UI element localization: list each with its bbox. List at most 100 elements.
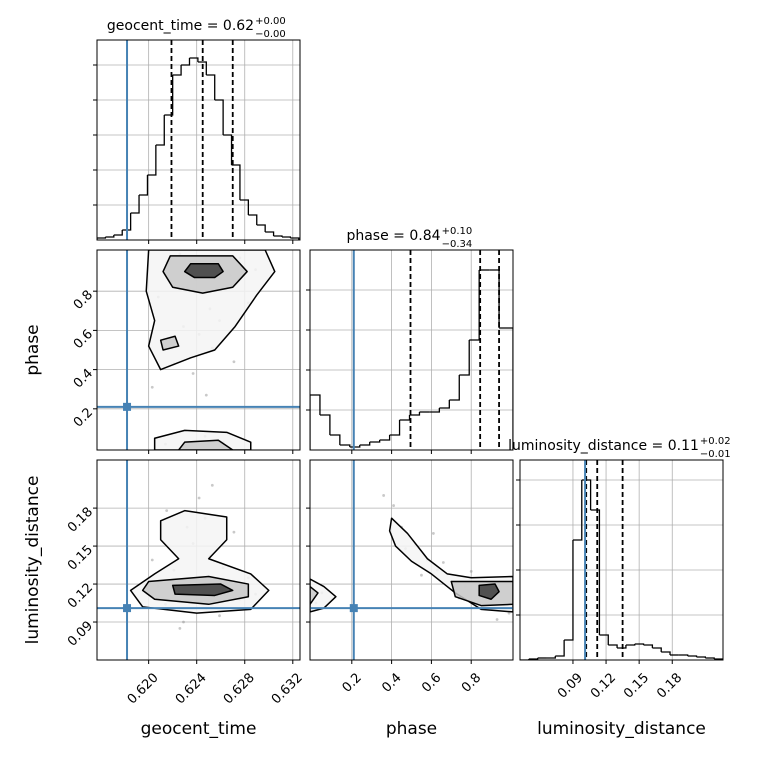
hist-bin bbox=[206, 74, 216, 100]
hist-bin bbox=[379, 435, 391, 441]
x-tick-label: 0.18 bbox=[654, 670, 685, 701]
y-tick-label: 0.09 bbox=[65, 618, 96, 649]
contour bbox=[159, 335, 180, 351]
hist-bin bbox=[449, 375, 460, 401]
x-tick-label: 0.15 bbox=[621, 670, 652, 701]
sample-point bbox=[232, 530, 236, 534]
panel-title: geocent_time = 0.62 bbox=[107, 18, 254, 34]
y-tick-label: 0.12 bbox=[65, 581, 96, 612]
sample-point bbox=[431, 532, 435, 535]
hist-bin bbox=[678, 654, 689, 656]
hist-bin bbox=[399, 415, 411, 421]
panel bbox=[310, 250, 513, 450]
panel-frame bbox=[309, 249, 514, 451]
hist-bin bbox=[469, 270, 480, 341]
y-axis-label: luminosity_distance bbox=[23, 476, 43, 645]
panel-frame bbox=[96, 459, 301, 661]
y-tick-label: 0.8 bbox=[71, 288, 96, 313]
x-axis-label: geocent_time bbox=[141, 719, 257, 739]
hist-bin bbox=[652, 647, 662, 652]
sample-point bbox=[469, 569, 473, 573]
sample-point bbox=[182, 620, 185, 624]
panel-title: luminosity_distance = 0.11 bbox=[508, 438, 699, 454]
x-tick-label: 0.620 bbox=[125, 670, 162, 707]
x-axis-label: phase bbox=[386, 719, 437, 739]
contour bbox=[310, 578, 337, 613]
hist-bin bbox=[429, 408, 441, 413]
sample-point bbox=[382, 494, 386, 497]
y-tick-label: 0.6 bbox=[71, 327, 96, 352]
hist-bin bbox=[572, 480, 583, 541]
hist-bin bbox=[265, 231, 275, 236]
sample-point bbox=[150, 558, 154, 562]
truth-marker bbox=[123, 402, 132, 411]
hist-bin bbox=[643, 644, 654, 648]
hist-bin bbox=[617, 645, 627, 649]
x-axis-label: luminosity_distance bbox=[537, 719, 706, 739]
truth-marker bbox=[123, 604, 132, 613]
sample-point bbox=[392, 504, 395, 507]
hist-bin bbox=[231, 164, 241, 200]
hist-bin bbox=[197, 61, 207, 75]
hist-bin bbox=[139, 175, 149, 196]
panel-title: phase = 0.84 bbox=[346, 228, 440, 244]
panel bbox=[97, 40, 300, 240]
sample-point bbox=[420, 573, 423, 577]
hist-bin bbox=[172, 65, 182, 76]
sample-point bbox=[178, 626, 182, 630]
hist-bin bbox=[634, 643, 645, 645]
sample-point bbox=[210, 483, 214, 487]
hist-bin bbox=[705, 657, 715, 659]
hist-bin bbox=[714, 658, 723, 660]
hist-bin bbox=[281, 236, 292, 238]
hist-bin bbox=[181, 58, 191, 66]
x-tick-label: 0.12 bbox=[588, 670, 619, 701]
hist-bin bbox=[546, 656, 556, 659]
y-tick-label: 0.4 bbox=[71, 366, 96, 391]
panel-frame bbox=[519, 459, 724, 661]
panel-frame bbox=[96, 39, 301, 241]
panel bbox=[97, 250, 300, 450]
contour bbox=[478, 583, 500, 600]
hist-bin bbox=[105, 235, 115, 238]
x-tick-label: 0.628 bbox=[221, 670, 258, 707]
sample-point bbox=[204, 393, 208, 397]
hist-bin bbox=[122, 213, 132, 231]
sample-point bbox=[191, 372, 195, 375]
title-upper: +0.10 bbox=[442, 226, 473, 237]
hist-bin bbox=[113, 230, 123, 236]
hist-bin bbox=[439, 400, 450, 409]
sample-point bbox=[197, 496, 201, 500]
title-upper: +0.00 bbox=[255, 16, 286, 27]
hist-bin bbox=[590, 509, 601, 635]
hist-bin bbox=[256, 224, 266, 232]
hist-bin bbox=[564, 540, 574, 641]
hist-bin bbox=[319, 414, 331, 435]
hist-bin bbox=[696, 656, 706, 658]
hist-bin bbox=[273, 235, 283, 237]
hist-bin bbox=[248, 214, 258, 225]
x-tick-label: 0.8 bbox=[459, 670, 484, 695]
x-tick-label: 0.632 bbox=[269, 670, 306, 707]
y-tick-label: 0.2 bbox=[71, 405, 96, 430]
panel bbox=[97, 460, 300, 660]
hist-bin bbox=[687, 655, 698, 657]
sample-point bbox=[232, 360, 236, 364]
title-upper: +0.02 bbox=[700, 436, 731, 447]
sample-point bbox=[495, 618, 499, 621]
title-lower: −0.34 bbox=[442, 239, 473, 250]
x-tick-label: 0.4 bbox=[379, 670, 404, 695]
hist-bin bbox=[359, 442, 371, 446]
hist-bin bbox=[599, 634, 609, 645]
x-tick-label: 0.2 bbox=[340, 670, 365, 695]
panel bbox=[520, 460, 723, 660]
contour bbox=[177, 439, 234, 450]
hist-bin bbox=[409, 412, 421, 416]
contour bbox=[171, 583, 234, 597]
title-lower: −0.00 bbox=[255, 29, 286, 40]
hist-bin bbox=[489, 269, 500, 328]
hist-bin bbox=[528, 658, 539, 660]
sample-point bbox=[441, 561, 445, 564]
hist-bin bbox=[130, 195, 140, 214]
